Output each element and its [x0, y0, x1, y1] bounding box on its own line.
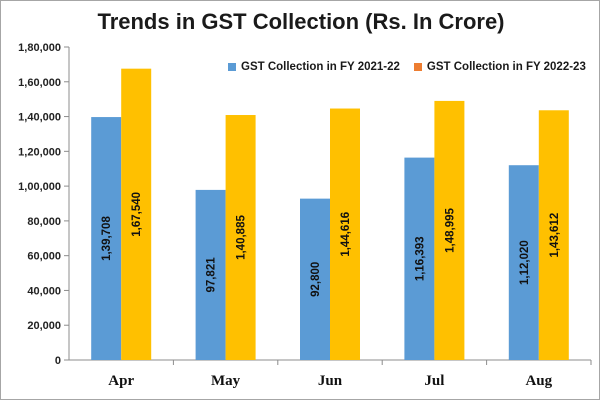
x-tick-label: Jul — [424, 373, 444, 389]
bar — [434, 100, 465, 361]
y-tick-label: 1,00,000 — [18, 181, 61, 193]
y-tick-label: 0 — [55, 355, 61, 367]
data-label: 1,44,616 — [340, 212, 352, 257]
x-tick-label: Jun — [318, 373, 343, 389]
bar — [330, 108, 360, 361]
data-label: 1,67,540 — [131, 192, 143, 237]
data-label: 92,800 — [310, 262, 322, 297]
legend-label-fy2021-22: GST Collection in FY 2021-22 — [241, 61, 400, 73]
data-label: 97,821 — [206, 257, 218, 293]
bar — [91, 117, 122, 360]
legend-item-fy2021-22: GST Collection in FY 2021-22 — [228, 61, 400, 73]
bar — [225, 115, 256, 361]
data-label: 1,48,995 — [444, 207, 456, 252]
bar — [195, 189, 226, 360]
bar — [508, 165, 539, 360]
legend-label-fy2022-23: GST Collection in FY 2022-23 — [426, 61, 586, 73]
x-tick-label: May — [211, 373, 241, 389]
data-label: 1,39,708 — [101, 216, 113, 261]
legend: GST Collection in FY 2021-22 GST Collect… — [228, 59, 600, 75]
y-tick-label: 1,20,000 — [18, 146, 61, 158]
y-tick-label: 1,60,000 — [18, 77, 61, 89]
bar — [538, 110, 569, 360]
data-label: 1,40,885 — [236, 215, 248, 260]
y-tick-label: 20,000 — [27, 320, 61, 332]
bar — [121, 68, 152, 360]
data-label: 1,16,393 — [414, 236, 426, 281]
data-label: 1,43,612 — [549, 213, 561, 258]
y-tick-label: 1,40,000 — [18, 112, 61, 124]
y-tick-label: 60,000 — [27, 251, 61, 263]
legend-item-fy2022-23: GST Collection in FY 2022-23 — [413, 61, 586, 73]
x-tick-label: Apr — [108, 373, 134, 389]
legend-swatch-fy2022-23 — [413, 63, 422, 71]
chart-title: Trends in GST Collection (Rs. In Crore) — [97, 9, 505, 34]
y-tick-label: 80,000 — [27, 216, 61, 228]
y-tick-label: 1,80,000 — [18, 42, 61, 54]
y-tick-label: 40,000 — [27, 285, 61, 297]
data-label: 1,12,020 — [519, 240, 531, 285]
x-tick-label: Aug — [525, 373, 552, 389]
bar — [300, 198, 330, 360]
bar — [404, 157, 435, 360]
legend-swatch-fy2021-22 — [228, 63, 236, 71]
